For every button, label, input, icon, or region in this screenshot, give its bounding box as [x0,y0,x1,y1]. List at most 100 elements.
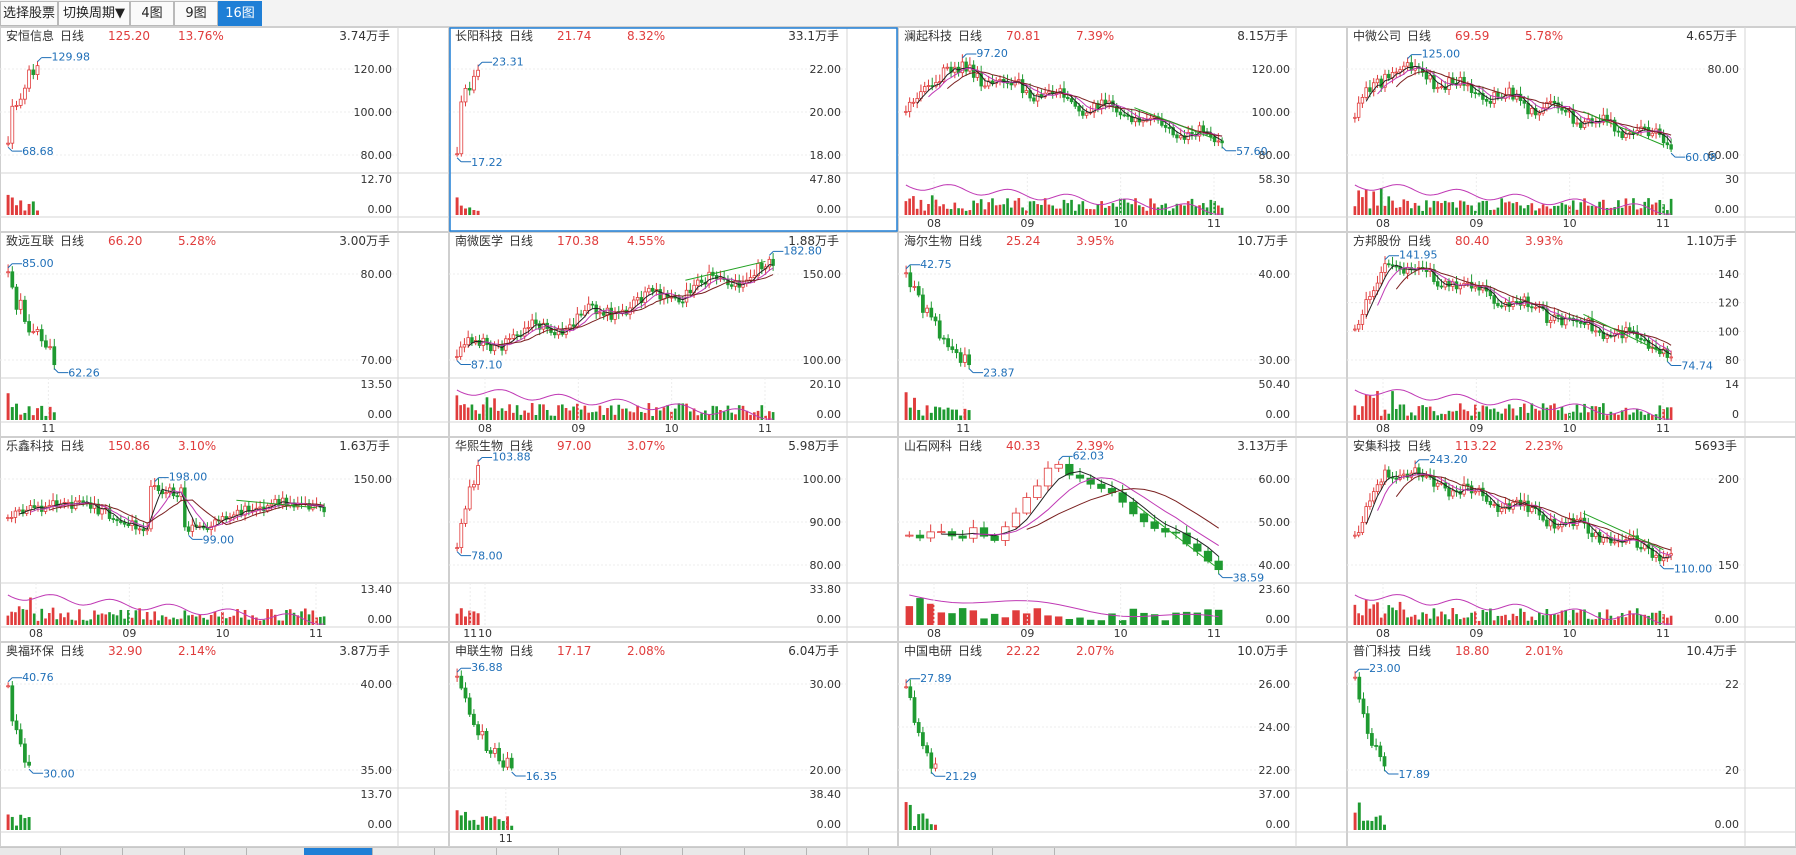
high-price-label: 85.00 [22,257,53,270]
candle-body [942,337,946,340]
bottom-tab[interactable] [744,848,807,855]
bottom-tab[interactable] [434,848,497,855]
long-moving-average-line [1134,503,1215,567]
stock-chart-panel[interactable]: 华熙生物 日线 97.00 3.07% 5.98万手100.0090.0080.0033… [449,437,898,642]
volume-bar [463,404,466,420]
stock-chart-panel[interactable]: 安恒信息 日线 125.20 13.76% 3.74万手 120.00 100.00 80.0… [0,27,449,232]
candle-body [14,104,19,107]
volume-bar [1097,620,1106,625]
volume-bar [1605,609,1609,625]
y-tick-label: 70.00 [361,354,393,367]
volume-bar [523,410,526,420]
bottom-tab[interactable] [304,848,373,855]
bottom-tab[interactable] [184,848,247,855]
candle-body [1364,87,1368,98]
volume-bar [768,411,771,420]
volume-bar [243,609,247,625]
stock-chart-panel[interactable]: 澜起科技 日线 70.81 7.39% 8.15万手120.00100.0080.005… [898,27,1347,232]
volume-bar [1609,615,1613,625]
volume-bar [1571,200,1575,215]
bottom-tab[interactable] [558,848,621,855]
select-stock-button[interactable]: 选择股票 [0,1,58,26]
volume-bar [930,195,934,215]
layout-9-button[interactable]: 9图 [174,1,218,26]
stock-chart-panel[interactable]: 申联生物 日线 17.17 2.08% 6.04万手 30.00 20.00 38.40 0.0… [449,642,898,847]
price-value: 66.20 [108,234,142,248]
candle-body [1394,71,1399,74]
bottom-tab[interactable] [806,848,869,855]
volume-bar [1492,209,1496,215]
candle-body [10,105,15,144]
volume-bar [1413,415,1417,420]
volume-bar [1666,407,1669,420]
volume-bar [1421,210,1424,215]
candle-body [1203,550,1213,562]
bottom-tab[interactable] [372,848,435,855]
moving-average-line [30,489,325,529]
candle-body [1492,295,1496,304]
bottom-tab[interactable] [992,848,1055,855]
bottom-tab[interactable] [930,848,993,855]
bottom-tab[interactable] [682,848,745,855]
stock-chart-panel[interactable]: 奥福环保 日线 32.90 2.14% 3.87万手 40.00 35.00 13.70 0.0… [0,642,449,847]
high-price-label: 27.89 [920,672,952,685]
candle-body [6,142,10,145]
volume-bar [27,817,31,830]
bottom-tab[interactable] [868,848,931,855]
layout-16-button[interactable]: 16图 [218,1,262,26]
bottom-tab[interactable] [0,848,61,855]
candle-body [463,687,468,699]
high-price-label: 40.76 [22,671,53,684]
volume-bar [1209,199,1213,215]
volume-tick-label: 0.00 [817,408,842,421]
volume-bar [478,413,481,420]
stock-chart-panel[interactable]: 山石网科 日线 40.33 2.39% 3.13万手 60.00 50.00 40.00 23.… [898,437,1347,642]
candle-body [1537,112,1542,116]
change-percent: 2.08% [627,644,665,658]
stock-chart-panel[interactable]: 中微公司 日线 69.59 5.78% 4.65万手 80.00 60.00 30 0.00 12… [1347,27,1796,232]
stock-chart-panel[interactable]: 方邦股份 日线 80.40 3.93% 1.10万手14012010080140141.… [1347,232,1796,437]
stock-chart-panel[interactable]: 中国电研 日线 22.22 2.07% 10.0万手 26.00 24.00 22.00 37.… [898,642,1347,847]
candle-body [741,283,745,288]
bottom-tab[interactable] [122,848,185,855]
bottom-tab[interactable] [60,848,123,855]
stock-chart-panel[interactable]: 海尔生物 日线 25.24 3.95% 10.7万手 40.00 30.00 50.40 0.0… [898,232,1347,437]
stock-chart-panel[interactable]: 普门科技 日线 18.80 2.01% 10.4万手 22 20 0.00 23.00 17.89 [1347,642,1796,847]
volume-bar [1417,619,1421,625]
candle-body [907,101,912,112]
stock-chart-panel[interactable]: 长阳科技 日线 21.74 8.32% 33.1万手 22.00 20.00 18.00 47.… [449,27,898,232]
volume-bar [621,408,624,420]
volume-bar [1108,613,1116,625]
candle-body [1075,474,1085,479]
stock-chart-panel[interactable]: 乐鑫科技 日线 150.86 3.10% 1.63万手 150.00 13.40 0.00 19… [0,437,449,642]
volume-bar [730,412,734,420]
candle-body [9,517,14,519]
volume-bar [734,414,737,420]
y-tick-label: 20.00 [810,764,842,777]
volume-bar [1458,619,1462,625]
price-value: 150.86 [108,439,150,453]
bottom-tab[interactable] [620,848,683,855]
volume-bar [104,614,108,625]
candle-body [1612,541,1617,544]
volume-bar [929,824,933,830]
volume-bar [1628,414,1632,420]
volume-bar [485,397,489,420]
stock-chart-panel[interactable]: 致远互联 日线 66.20 5.28% 3.00万手 80.00 70.00 13.50 0.0… [0,232,449,437]
volume-bar [1432,411,1436,420]
volume-bar [198,615,202,625]
volume-bar [1140,612,1148,625]
candle-body [1661,557,1666,562]
stock-chart-panel[interactable]: 南微医学 日线 170.38 4.55% 1.88万手150.00100.0020.10… [449,232,898,437]
stock-chart-panel[interactable]: 安集科技 日线 113.22 2.23% 5693手 200 150 0.00 243.20 11… [1347,437,1796,642]
candle-body [684,289,689,303]
volume-bar [1410,208,1413,215]
low-marker-arrow [456,551,472,557]
switch-period-dropdown[interactable]: 切换周期▼ [58,1,130,26]
volume-bar [1492,620,1496,625]
bottom-tab[interactable] [496,848,559,855]
candle-body [1398,69,1402,73]
layout-4-button[interactable]: 4图 [130,1,174,26]
volume-bar [1594,619,1598,625]
low-marker-arrow [511,771,526,777]
